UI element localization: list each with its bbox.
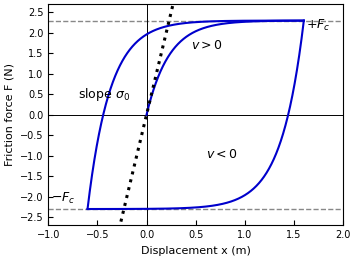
X-axis label: Displacement x (m): Displacement x (m) — [141, 246, 251, 256]
Y-axis label: Friction force F (N): Friction force F (N) — [4, 63, 14, 166]
Text: $v < 0$: $v < 0$ — [206, 148, 237, 161]
Text: slope $\sigma_0$: slope $\sigma_0$ — [78, 86, 130, 103]
Text: $v > 0$: $v > 0$ — [191, 39, 223, 52]
Text: $+ F_c$: $+ F_c$ — [306, 18, 330, 33]
Text: $- F_c$: $- F_c$ — [51, 191, 76, 206]
